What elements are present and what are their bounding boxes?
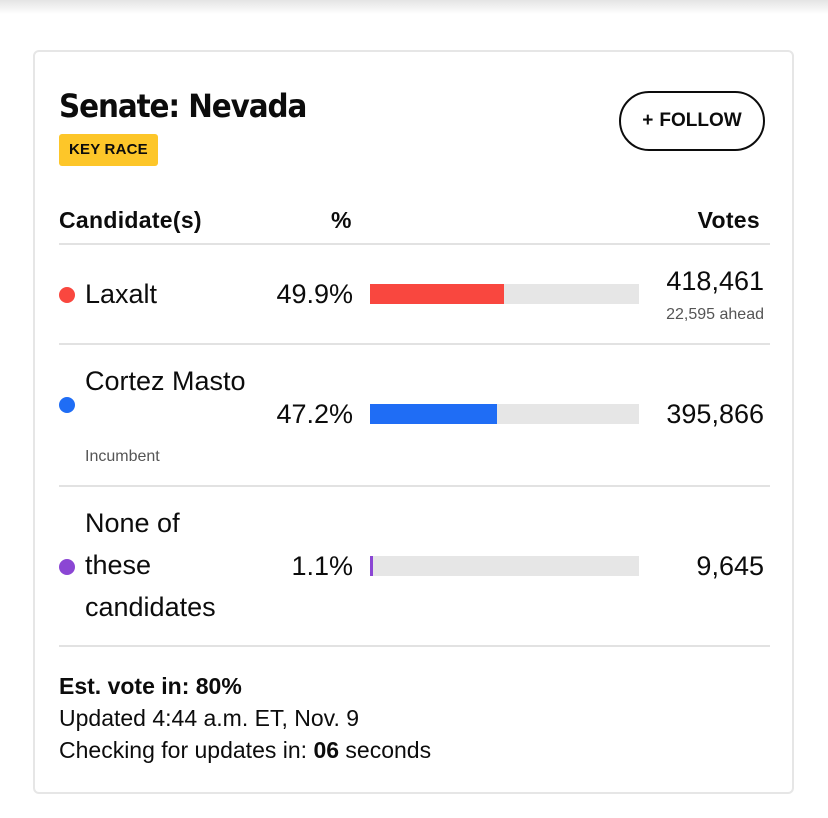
incumbent-label: Incumbent — [85, 448, 160, 465]
est-vote-label: Est. vote in: — [59, 673, 190, 699]
candidate-percent: 47.2% — [276, 399, 353, 429]
candidate-votes: 418,461 — [666, 266, 764, 296]
table-row: None of these candidates 1.1% 9,645 — [35, 487, 796, 645]
party-dot-icon — [59, 397, 75, 413]
candidate-percent: 1.1% — [291, 551, 353, 581]
party-dot-icon — [59, 287, 75, 303]
row-divider — [59, 645, 770, 647]
race-title: Senate: Nevada — [59, 87, 307, 125]
header-votes: Votes — [697, 207, 760, 233]
candidate-name: Cortez Masto — [85, 366, 246, 396]
candidate-percent: 49.9% — [276, 279, 353, 309]
countdown-suffix: seconds — [345, 737, 432, 763]
plus-icon: + — [642, 110, 654, 131]
vote-share-bar-fill — [370, 284, 505, 304]
candidate-name: None of these candidates — [85, 508, 216, 622]
candidate-votes: 395,866 — [666, 399, 764, 429]
key-race-badge: KEY RACE — [59, 134, 158, 166]
est-vote-value: 80% — [195, 673, 242, 699]
row-divider — [59, 485, 770, 487]
countdown-seconds: 06 — [313, 737, 340, 763]
vote-share-bar-fill — [370, 556, 373, 576]
follow-button[interactable]: + FOLLOW — [619, 91, 765, 151]
vote-share-bar — [370, 284, 639, 304]
table-row: Cortez Masto Incumbent 47.2% 395,866 — [35, 345, 796, 485]
row-divider — [59, 343, 770, 345]
party-dot-icon — [59, 559, 75, 575]
page-top-shadow — [0, 0, 828, 14]
updated-time: Updated 4:44 a.m. ET, Nov. 9 — [59, 705, 360, 731]
header-divider — [59, 243, 770, 245]
candidate-name: Laxalt — [85, 279, 158, 309]
vote-share-bar — [370, 404, 639, 424]
table-row: Laxalt 49.9% 418,461 22,595 ahead — [35, 245, 796, 343]
race-card: Senate: Nevada KEY RACE + FOLLOW Candida… — [33, 50, 794, 794]
candidate-votes: 9,645 — [696, 551, 764, 581]
update-countdown: Checking for updates in: 06 seconds — [59, 735, 431, 765]
vote-share-bar — [370, 556, 639, 576]
countdown-prefix: Checking for updates in: — [59, 737, 308, 763]
lead-margin: 22,595 ahead — [666, 306, 764, 323]
header-candidates: Candidate(s) — [59, 207, 202, 233]
est-vote-line: Est. vote in: 80% — [59, 671, 242, 701]
follow-label: FOLLOW — [659, 110, 742, 131]
vote-share-bar-fill — [370, 404, 497, 424]
header-percent: % — [331, 207, 352, 233]
